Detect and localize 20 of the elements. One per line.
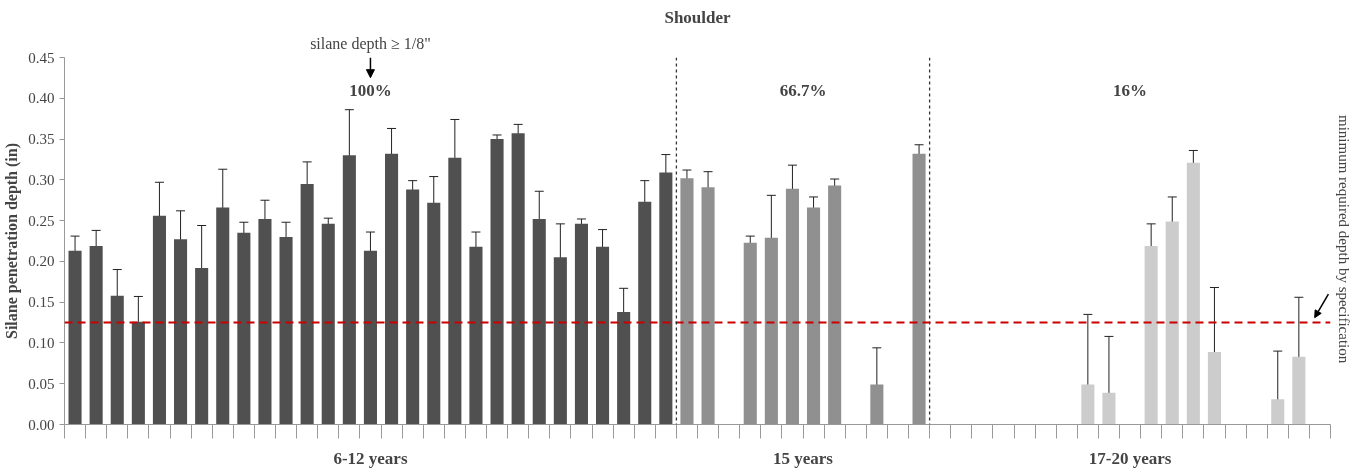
y-tick-label: 0.05 [28,375,55,392]
annotation: 100% [349,81,392,101]
annotation: 16% [1113,81,1148,101]
text: silane depth ≥ 1/8" [310,34,431,53]
y-tick-label: 0.15 [28,294,55,311]
y-tick-label: 0.40 [28,90,55,107]
y-tick-label: 0.20 [28,253,55,270]
y-tick-label: 0.35 [28,131,55,148]
y-tick-label: 0.30 [28,171,55,188]
y-tick-label: 0.45 [28,49,55,66]
y-tick-label: 0.25 [28,212,55,229]
text: 15 years [773,448,834,468]
y-tick-label: 0.10 [28,334,55,351]
ref-line-label: minimum required depth by specification [1335,114,1352,364]
chart-title: Shoulder [664,7,732,27]
y-axis-title: Silane penetration depth (in) [3,142,22,340]
y-tick-label: 0.00 [28,416,55,433]
text: 17-20 years [1088,448,1172,468]
annotation: 66.7% [779,81,827,101]
text: 6-12 years [333,448,408,468]
